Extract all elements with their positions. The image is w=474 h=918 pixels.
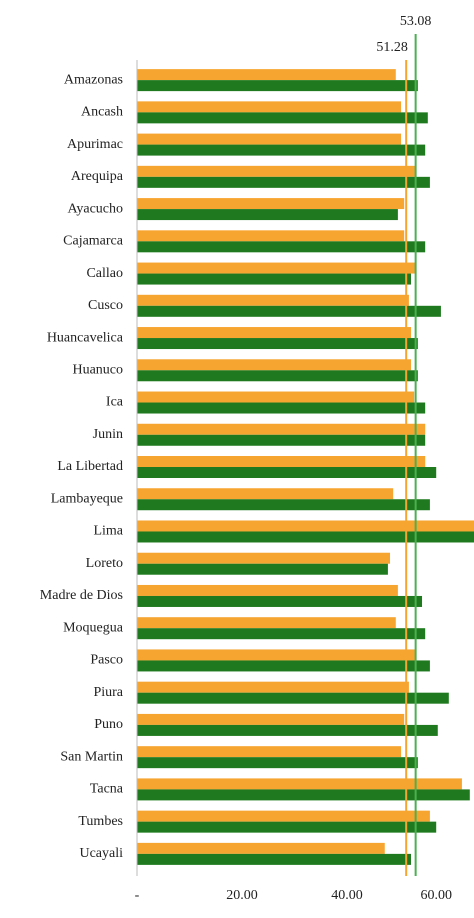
bar xyxy=(137,810,430,822)
y-tick-label: La Libertad xyxy=(57,459,123,474)
bar xyxy=(137,660,430,672)
y-tick-label: Amazonas xyxy=(64,72,123,87)
y-tick-label: Huanuco xyxy=(72,362,123,377)
y-tick-label: Cajamarca xyxy=(63,234,124,249)
bar xyxy=(137,294,409,306)
bar xyxy=(137,327,412,339)
bar xyxy=(137,713,405,725)
bar xyxy=(137,595,423,607)
x-tick-label: 40.00 xyxy=(331,888,363,903)
bar xyxy=(137,628,426,640)
bar xyxy=(137,531,474,543)
bar xyxy=(137,724,438,736)
bar xyxy=(137,241,426,253)
bar xyxy=(137,456,426,467)
y-tick-label: Cusco xyxy=(88,298,123,313)
bar xyxy=(137,198,405,210)
bar xyxy=(137,488,394,500)
bar xyxy=(137,789,470,801)
bar xyxy=(137,112,428,124)
y-tick-label: San Martin xyxy=(60,749,123,764)
bar xyxy=(137,746,402,758)
bar xyxy=(137,499,430,511)
bar xyxy=(137,649,416,661)
bar xyxy=(137,391,415,403)
bar xyxy=(137,467,437,478)
bar xyxy=(137,692,449,704)
y-tick-label: Ucayali xyxy=(79,846,123,861)
bar xyxy=(137,842,385,854)
x-tick-label: - xyxy=(135,888,140,903)
bar xyxy=(137,552,391,564)
bar xyxy=(137,520,474,532)
bar xyxy=(137,133,402,145)
y-tick-label: Loreto xyxy=(86,556,123,571)
bar xyxy=(137,778,462,790)
bar xyxy=(137,563,388,575)
bar xyxy=(137,359,412,371)
y-tick-label: Lambayeque xyxy=(51,491,123,506)
y-tick-label: Ancash xyxy=(81,105,123,120)
reference-label: 51.28 xyxy=(376,40,408,55)
bar xyxy=(137,101,402,113)
x-tick-label: 60.00 xyxy=(420,888,452,903)
bar xyxy=(137,681,409,693)
y-tick-label: Puno xyxy=(94,717,123,732)
y-tick-label: Madre de Dios xyxy=(40,588,123,603)
y-tick-label: Tacna xyxy=(90,782,124,797)
bar xyxy=(137,423,426,435)
y-tick-label: Callao xyxy=(86,266,123,281)
y-tick-label: Moquegua xyxy=(63,620,124,635)
bar xyxy=(137,176,430,188)
bar xyxy=(137,230,405,242)
bar xyxy=(137,209,398,221)
bar xyxy=(137,853,412,865)
bar xyxy=(137,69,396,81)
bar xyxy=(137,262,416,274)
bar xyxy=(137,584,398,596)
y-tick-label: Lima xyxy=(93,524,123,539)
y-tick-label: Junin xyxy=(93,427,123,442)
bar xyxy=(137,434,426,446)
bar xyxy=(137,80,418,92)
bar xyxy=(137,757,418,769)
y-tick-label: Tumbes xyxy=(78,814,123,829)
bar xyxy=(137,821,437,833)
bar xyxy=(137,617,396,629)
y-tick-label: Arequipa xyxy=(71,169,124,184)
bar xyxy=(137,305,441,317)
y-tick-label: Pasco xyxy=(90,653,123,668)
bar xyxy=(137,165,416,177)
bar xyxy=(137,144,426,156)
bar xyxy=(137,338,418,350)
y-tick-label: Ica xyxy=(106,395,124,410)
bar xyxy=(137,273,412,285)
bar xyxy=(137,402,426,414)
y-tick-label: Apurimac xyxy=(67,137,123,152)
x-tick-label: 20.00 xyxy=(226,888,258,903)
bar xyxy=(137,370,418,382)
y-tick-label: Huancavelica xyxy=(47,330,124,345)
y-tick-label: Ayacucho xyxy=(68,201,123,216)
y-tick-label: Piura xyxy=(93,685,123,700)
reference-label: 53.08 xyxy=(400,14,432,29)
